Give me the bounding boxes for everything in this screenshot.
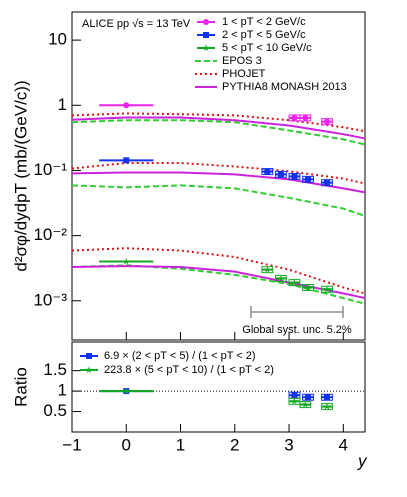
legend-label: 223.8 × (5 < pT < 10) / (1 < pT < 2)	[104, 364, 274, 376]
y-tick-label: 10⁻²	[33, 225, 67, 244]
annotation: ALICE pp √s = 13 TeV	[82, 18, 191, 30]
data-point	[291, 392, 298, 399]
legend-label: PYTHIA8 MONASH 2013	[222, 81, 347, 93]
data-point	[277, 274, 285, 282]
data-point	[290, 397, 299, 405]
legend-marker	[202, 44, 210, 52]
data-point	[291, 173, 298, 180]
data-point	[324, 118, 331, 125]
x-tick-label: 0	[122, 435, 131, 454]
data-point	[290, 278, 299, 286]
x-axis-label: y	[357, 451, 368, 470]
x-tick-label: 2	[230, 435, 239, 454]
legend-marker	[203, 19, 209, 25]
data-point	[304, 283, 312, 291]
y-tick-label: 10⁻³	[33, 290, 67, 309]
model-curve	[71, 171, 366, 194]
legend-label: PHOJET	[222, 68, 266, 80]
y-tick-label: 1.5	[43, 360, 67, 379]
legend-label: 1 < pT < 2 GeV/c	[222, 16, 306, 28]
ratio-frame	[71, 341, 366, 433]
data-point	[324, 179, 331, 186]
data-point	[323, 285, 331, 293]
legend-marker	[85, 366, 93, 374]
x-tick-label: 3	[284, 435, 293, 454]
data-point	[122, 257, 130, 265]
x-tick-label: 1	[176, 435, 185, 454]
legend-label: 2 < pT < 5 GeV/c	[222, 29, 306, 41]
data-point	[264, 168, 271, 175]
data-point	[301, 400, 310, 408]
model-curve	[71, 247, 366, 295]
data-point	[305, 394, 312, 401]
model-curve	[71, 265, 366, 300]
legend-label: 6.9 × (2 < pT < 5) / (1 < pT < 2)	[104, 350, 256, 362]
data-point	[122, 387, 130, 395]
model-curve	[71, 116, 366, 140]
data-point	[123, 157, 130, 164]
legend-marker	[203, 32, 209, 38]
legend-label: EPOS 3	[222, 55, 262, 67]
data-point	[305, 176, 312, 183]
data-point	[324, 394, 331, 401]
x-tick-label: 4	[339, 435, 348, 454]
legend-marker	[86, 353, 92, 359]
top-frame	[71, 11, 366, 341]
data-point	[302, 114, 309, 121]
x-tick-label: −1	[62, 435, 81, 454]
y-axis-label: Ratio	[11, 367, 30, 407]
note: Global syst. unc. 5.2%	[242, 324, 352, 336]
y-axis-label: d²σφ/dydpT (mb/(GeV/c))	[11, 80, 30, 271]
data-point	[291, 114, 298, 121]
model-curve	[71, 119, 366, 146]
y-tick-label: 10⁻¹	[33, 160, 67, 179]
data-point	[323, 402, 331, 410]
y-tick-label: 0.5	[43, 401, 67, 420]
model-curve	[71, 184, 366, 217]
y-tick-label: 1	[58, 95, 67, 114]
legend-label: 5 < pT < 10 GeV/c	[222, 42, 312, 54]
y-tick-label: 10	[48, 30, 67, 49]
y-tick-label: 1	[58, 381, 67, 400]
data-point	[123, 102, 130, 109]
data-point	[277, 171, 284, 178]
data-point	[263, 265, 272, 273]
